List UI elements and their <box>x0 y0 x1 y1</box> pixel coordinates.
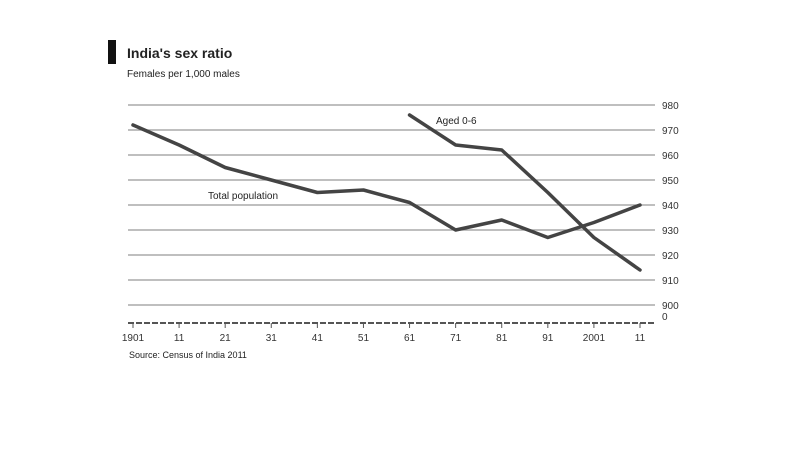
y-tick-label: 950 <box>662 176 679 187</box>
series-line <box>407 113 642 272</box>
y-tick-label: 970 <box>662 126 679 137</box>
y-tick-label: 940 <box>662 201 679 212</box>
title-marker <box>108 40 116 64</box>
chart-subtitle: Females per 1,000 males <box>127 69 240 80</box>
x-tick-label: 71 <box>450 333 462 344</box>
x-tick-label: 61 <box>404 333 416 344</box>
x-tick-label: 11 <box>174 333 185 344</box>
y-tick-label: 900 <box>662 301 679 312</box>
series-label: Aged 0-6 <box>436 116 477 127</box>
x-tick-label: 11 <box>635 333 646 344</box>
y-tick-label: 960 <box>662 151 679 162</box>
y-tick-label: 930 <box>662 226 679 237</box>
y-tick-label: 920 <box>662 251 679 262</box>
y-axis-break-label: 0 <box>662 312 668 323</box>
x-tick-label: 2001 <box>583 333 606 344</box>
chart-title: India's sex ratio <box>127 45 233 61</box>
x-tick-label: 31 <box>266 333 278 344</box>
y-tick-label: 910 <box>662 276 679 287</box>
x-tick-label: 91 <box>542 333 554 344</box>
x-tick-label: 1901 <box>122 333 145 344</box>
y-tick-label: 980 <box>662 101 679 112</box>
x-tick-label: 21 <box>220 333 232 344</box>
x-tick-label: 41 <box>312 333 324 344</box>
chart-source: Source: Census of India 2011 <box>129 350 247 360</box>
x-tick-label: 51 <box>358 333 370 344</box>
series-label: Total population <box>208 191 278 202</box>
x-tick-label: 81 <box>496 333 508 344</box>
series-line <box>131 123 642 240</box>
